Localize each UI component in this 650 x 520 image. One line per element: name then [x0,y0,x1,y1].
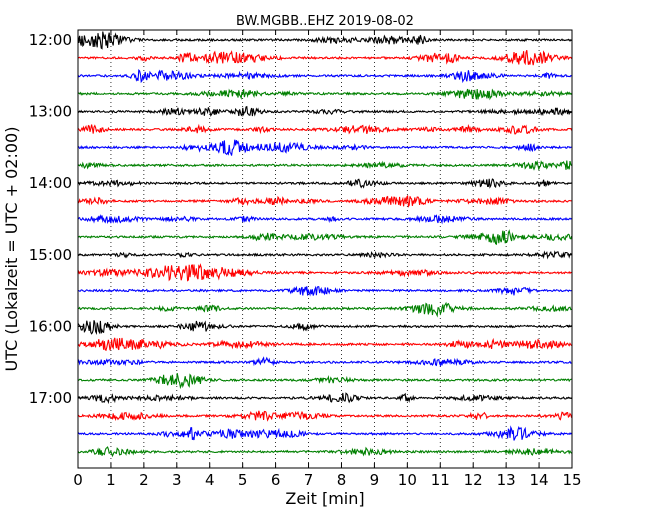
trace-line [77,337,573,352]
trace-line [77,410,573,422]
trace-line [77,320,572,335]
x-tick-label: 2 [139,471,149,489]
x-tick-label: 10 [398,471,417,489]
x-gridlines [110,30,540,468]
x-tick-label: 9 [370,471,380,489]
y-axis-label: UTC (Lokalzeit = UTC + 02:00) [2,127,21,372]
trace-line [77,194,572,208]
trace-line [77,373,572,390]
trace-line [77,263,572,282]
x-tick-label: 0 [73,471,83,489]
x-tick-label: 1 [106,471,116,489]
y-tick-label: 12:00 [29,31,72,49]
trace-line [77,123,573,135]
y-tick-label: 17:00 [29,389,72,407]
chart-title: BW.MGBB..EHZ 2019-08-02 [236,14,414,29]
x-tick-label: 11 [431,471,450,489]
plot-frame [77,29,573,469]
trace-line [77,301,572,318]
trace-line [77,105,572,117]
x-tick-label: 13 [497,471,516,489]
x-axis-ticks: 0 1 2 3 4 5 6 7 8 9 10 11 12 13 14 15 [73,30,582,489]
trace-line [77,356,572,368]
trace-line [77,392,572,405]
x-tick-label: 3 [172,471,182,489]
trace-line [77,285,572,297]
trace-line [77,31,572,50]
y-axis-ticks: 12:00 13:00 14:00 15:00 16:00 17:00 [29,31,572,407]
trace-line [77,250,573,260]
x-tick-label: 7 [304,471,314,489]
y-tick-label: 13:00 [29,103,72,121]
x-tick-label: 12 [464,471,483,489]
x-tick-label: 14 [530,471,549,489]
trace-line [77,446,573,458]
seismic-traces [77,31,573,458]
x-tick-label: 8 [337,471,347,489]
x-tick-label: 5 [238,471,248,489]
trace-line [77,69,572,84]
y-tick-label: 14:00 [29,174,72,192]
y-tick-label: 16:00 [29,317,72,335]
x-axis-label: Zeit [min] [285,489,364,508]
trace-line [77,214,572,225]
x-tick-label: 4 [205,471,215,489]
trace-line [77,139,572,156]
trace-line [77,88,573,101]
trace-line [77,159,573,172]
x-tick-label: 6 [271,471,281,489]
trace-line [77,178,572,189]
y-tick-label: 15:00 [29,246,72,264]
trace-line [77,425,573,441]
x-tick-label: 15 [562,471,581,489]
trace-line [77,49,573,66]
trace-line [77,229,573,246]
